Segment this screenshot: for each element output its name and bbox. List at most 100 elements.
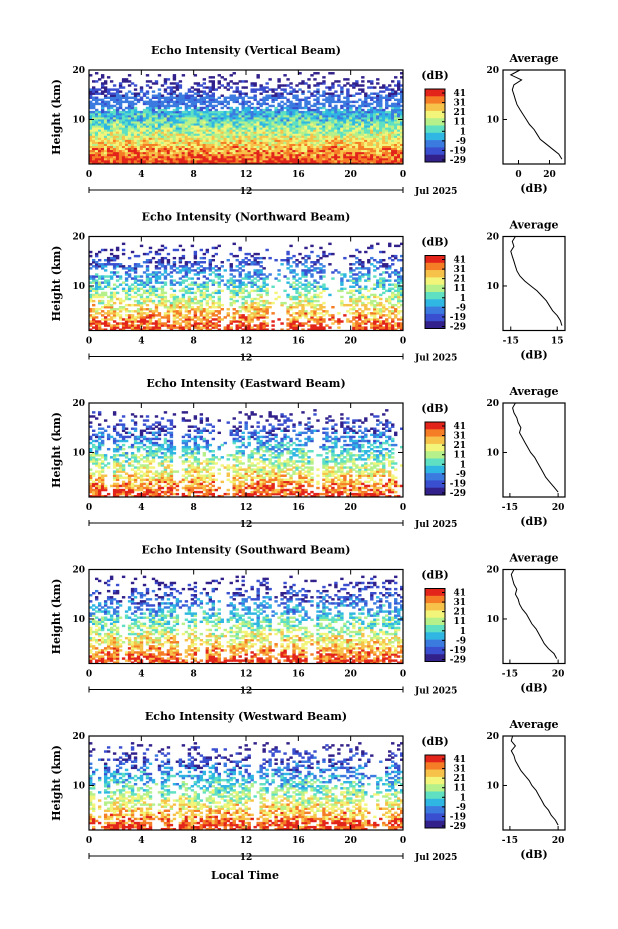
heatmap-cell bbox=[349, 143, 353, 147]
heatmap-cell bbox=[196, 127, 201, 130]
heatmap-cell bbox=[394, 139, 398, 142]
heatmap-cell bbox=[133, 98, 138, 102]
heatmap-cell bbox=[244, 143, 248, 147]
heatmap-cell bbox=[235, 110, 239, 114]
heatmap-cell bbox=[103, 127, 108, 130]
heatmap-cell bbox=[100, 157, 105, 161]
heatmap-cell bbox=[130, 289, 135, 293]
heatmap-cell bbox=[247, 145, 251, 149]
heatmap-cell bbox=[244, 121, 248, 124]
heatmap-cell bbox=[280, 129, 284, 132]
heatmap-cell bbox=[160, 114, 165, 118]
heatmap-cell bbox=[367, 161, 371, 165]
heatmap-cell bbox=[220, 125, 224, 128]
heatmap-cell bbox=[193, 273, 198, 276]
heatmap-cell bbox=[280, 141, 284, 144]
heatmap-cell bbox=[331, 121, 335, 124]
heatmap-cell bbox=[220, 153, 224, 157]
heatmap-cell bbox=[112, 301, 117, 305]
heatmap-cell bbox=[232, 100, 236, 104]
heatmap-cell bbox=[250, 261, 254, 264]
heatmap-cell bbox=[127, 289, 132, 293]
heatmap-cell bbox=[343, 123, 347, 126]
heatmap-cell bbox=[298, 98, 302, 102]
heatmap-cell bbox=[142, 281, 147, 284]
heatmap-cell bbox=[253, 139, 257, 142]
heatmap-cell bbox=[319, 110, 323, 114]
heatmap-cell bbox=[121, 86, 126, 89]
heatmap-cell bbox=[127, 80, 132, 83]
heatmap-cell bbox=[334, 106, 338, 110]
heatmap-cell bbox=[163, 123, 168, 126]
heatmap-cell bbox=[124, 98, 129, 102]
heatmap-cell bbox=[307, 149, 311, 153]
heatmap-cell bbox=[286, 133, 290, 136]
heatmap-cell bbox=[370, 161, 374, 165]
heatmap-cell bbox=[379, 94, 383, 97]
heatmap-cell bbox=[235, 299, 239, 303]
heatmap-cell bbox=[328, 114, 332, 118]
heatmap-cell bbox=[217, 96, 221, 100]
heatmap-cell bbox=[229, 112, 233, 116]
heatmap-cell bbox=[103, 318, 108, 321]
heatmap-cell bbox=[97, 143, 102, 147]
heatmap-cell bbox=[91, 131, 96, 134]
heatmap-cell bbox=[190, 96, 195, 100]
heatmap-cell bbox=[274, 147, 278, 151]
heatmap-cell bbox=[211, 104, 215, 108]
heatmap-cell bbox=[277, 279, 281, 282]
heatmap-cell bbox=[247, 153, 251, 157]
heatmap-cell bbox=[250, 143, 254, 147]
heatmap-cell bbox=[208, 121, 213, 124]
heatmap-cell bbox=[298, 135, 302, 138]
heatmap-cell bbox=[379, 161, 383, 165]
heatmap-cell bbox=[304, 125, 308, 128]
heatmap-cell bbox=[139, 88, 144, 91]
heatmap-cell bbox=[280, 153, 284, 157]
heatmap-cell bbox=[184, 153, 189, 157]
heatmap-cell bbox=[385, 143, 389, 147]
heatmap-cell bbox=[136, 155, 141, 159]
heatmap-cell bbox=[316, 155, 320, 159]
heatmap-cell bbox=[283, 161, 287, 165]
heatmap-cell bbox=[190, 94, 195, 97]
heatmap-cell bbox=[361, 149, 365, 153]
heatmap-cell bbox=[304, 129, 308, 132]
heatmap-cell bbox=[172, 104, 177, 108]
heatmap-cell bbox=[295, 151, 299, 155]
heatmap-cell bbox=[205, 100, 210, 104]
heatmap-cell bbox=[142, 285, 147, 288]
heatmap-cell bbox=[295, 94, 299, 97]
heatmap-cell bbox=[385, 100, 389, 104]
heatmap-cell bbox=[385, 98, 389, 102]
heatmap-cell bbox=[220, 112, 224, 116]
heatmap-cell bbox=[361, 143, 365, 147]
heatmap-cell bbox=[271, 100, 275, 104]
heatmap-cell bbox=[124, 114, 129, 118]
heatmap-cell bbox=[397, 121, 401, 124]
heatmap-cell bbox=[187, 135, 192, 138]
heatmap-cell bbox=[259, 139, 263, 142]
heatmap-cell bbox=[181, 121, 186, 124]
heatmap-cell bbox=[358, 155, 362, 159]
heatmap-cell bbox=[89, 100, 93, 104]
heatmap-cell bbox=[367, 121, 371, 124]
heatmap-cell bbox=[163, 256, 168, 260]
heatmap-cell bbox=[289, 108, 293, 112]
heatmap-cell bbox=[154, 157, 159, 161]
heatmap-cell bbox=[334, 110, 338, 114]
heatmap-cell bbox=[94, 72, 99, 75]
heatmap-cell bbox=[295, 149, 299, 153]
heatmap-cell bbox=[202, 112, 207, 116]
heatmap-cell bbox=[109, 308, 114, 311]
heatmap-cell bbox=[358, 133, 362, 136]
heatmap-cell bbox=[94, 125, 99, 128]
heatmap-cell bbox=[118, 112, 123, 116]
heatmap-cell bbox=[202, 261, 207, 264]
heatmap-cell bbox=[136, 110, 141, 114]
heatmap-cell bbox=[169, 125, 174, 128]
heatmap-cell bbox=[112, 293, 117, 297]
heatmap-cell bbox=[181, 287, 186, 291]
heatmap-cell bbox=[337, 157, 341, 161]
heatmap-cell bbox=[238, 267, 242, 270]
